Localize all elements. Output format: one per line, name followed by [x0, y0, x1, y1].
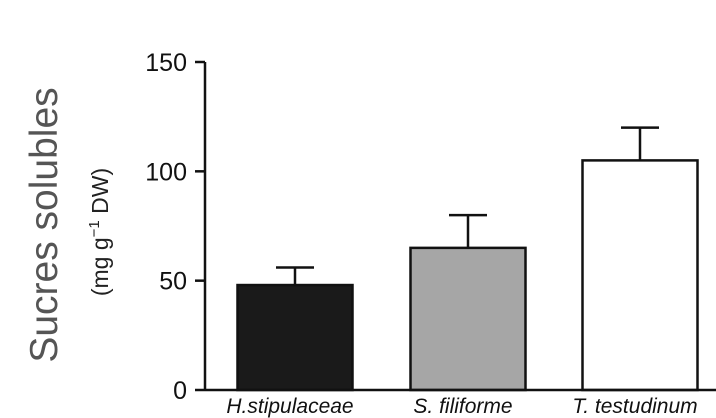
plot-area — [236, 126, 699, 392]
bar-3 — [581, 159, 699, 392]
y-tick-label: 0 — [173, 377, 187, 405]
x-category-label: S. filiforme — [413, 395, 512, 418]
y-axis-unit-prefix: (mg g — [87, 237, 113, 296]
bar-2 — [409, 246, 527, 392]
x-category-label: T. testudinum — [572, 395, 697, 418]
bar-1 — [236, 283, 354, 392]
y-tick-label: 50 — [159, 268, 187, 296]
y-axis-unit-suffix: DW) — [87, 168, 113, 220]
y-axis-label: Sucres solubles — [23, 87, 66, 362]
x-category-label: H.stipulaceae — [226, 395, 353, 418]
y-axis-unit: (mg g−1 DW) — [86, 168, 113, 296]
x-axis-labels: H.stipulaceae S. filiforme T. testudinum — [226, 395, 697, 418]
y-axis-unit-superscript: −1 — [86, 220, 103, 237]
y-tick-label: 100 — [145, 158, 187, 186]
y-axis-title: Sucres solubles (mg g−1 DW) — [23, 87, 113, 362]
y-axis: 0 50 100 150 — [145, 49, 716, 405]
y-tick-label: 150 — [145, 49, 187, 77]
